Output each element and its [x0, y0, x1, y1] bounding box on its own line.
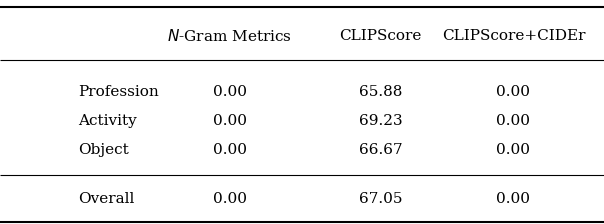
Text: CLIPScore: CLIPScore	[339, 29, 422, 43]
Text: Activity: Activity	[79, 114, 137, 128]
Text: 0.00: 0.00	[213, 143, 246, 157]
Text: Object: Object	[79, 143, 129, 157]
Text: 0.00: 0.00	[496, 85, 530, 99]
Text: 0.00: 0.00	[213, 114, 246, 128]
Text: 65.88: 65.88	[359, 85, 402, 99]
Text: 0.00: 0.00	[213, 192, 246, 206]
Text: 0.00: 0.00	[496, 143, 530, 157]
Text: CLIPScore+CIDEr: CLIPScore+CIDEr	[442, 29, 585, 43]
Text: $\mathit{N}$-Gram Metrics: $\mathit{N}$-Gram Metrics	[167, 28, 292, 44]
Text: 0.00: 0.00	[213, 85, 246, 99]
Text: 0.00: 0.00	[496, 192, 530, 206]
Text: Overall: Overall	[79, 192, 135, 206]
Text: 69.23: 69.23	[359, 114, 402, 128]
Text: 66.67: 66.67	[359, 143, 402, 157]
Text: 0.00: 0.00	[496, 114, 530, 128]
Text: Profession: Profession	[79, 85, 159, 99]
Text: 67.05: 67.05	[359, 192, 402, 206]
